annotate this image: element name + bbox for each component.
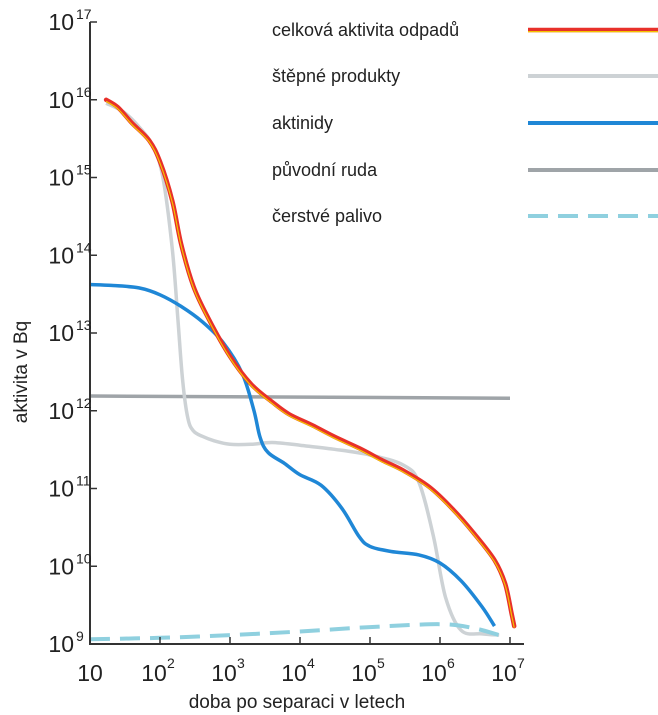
series-line-cerstve-palivo (89, 622, 500, 642)
x-tick-exponent: 6 (447, 655, 455, 671)
legend-item-aktinidy: aktinidy (272, 113, 658, 133)
legend-label: celková aktivita odpadů (272, 20, 459, 40)
legend-label: původní ruda (272, 160, 378, 180)
y-tick-exponent: 14 (76, 239, 92, 255)
y-tick-label: 10 (48, 553, 74, 579)
y-tick-label: 10 (48, 87, 74, 113)
x-tick-label: 10 (351, 660, 377, 686)
series-line-stepne-produkty (105, 101, 500, 637)
legend-label: čerstvé palivo (272, 206, 382, 226)
x-tick-exponent: 3 (237, 655, 245, 671)
legend-label: aktinidy (272, 113, 333, 133)
x-tick-exponent: 2 (167, 655, 175, 671)
legend: celková aktivita odpadů štěpné produkty ak… (272, 20, 658, 226)
y-tick-exponent: 13 (76, 317, 92, 333)
legend-item-puvodni-ruda: původní ruda (272, 160, 658, 180)
y-tick-exponent: 12 (76, 395, 92, 411)
y-tick-label: 10 (48, 398, 74, 424)
series-line-celkova-aktivita-odpadu-highlight (105, 100, 515, 628)
x-tick-group: 10 10 2 10 3 10 4 10 5 10 6 10 7 (77, 637, 525, 686)
x-tick-label: 10 (421, 660, 447, 686)
series-line-puvodni-ruda (89, 394, 511, 400)
legend-item-cerstve-palivo: čerstvé palivo (272, 206, 658, 226)
y-tick-label: 10 (48, 476, 74, 502)
y-axis-title: aktivita v Bq (11, 321, 32, 423)
y-tick-exponent: 11 (76, 473, 91, 489)
x-tick-exponent: 7 (517, 655, 525, 671)
series-group (89, 97, 517, 642)
y-tick-label: 10 (48, 9, 74, 35)
legend-item-stepne-produkty: štěpné produkty (272, 66, 658, 86)
y-tick-label: 10 (48, 242, 74, 268)
x-tick-label: 10 (281, 660, 307, 686)
y-tick-label: 10 (48, 165, 74, 191)
y-tick-exponent: 16 (76, 84, 92, 100)
x-tick-label: 10 (211, 660, 237, 686)
x-axis-title: doba po separaci v letech (189, 692, 406, 713)
series-line-aktinidy (89, 282, 496, 628)
x-tick-label: 10 (491, 660, 517, 686)
x-tick-label: 10 (141, 660, 167, 686)
y-tick-label: 10 (48, 320, 74, 346)
y-tick-label: 10 (48, 631, 74, 657)
y-tick-exponent: 15 (76, 162, 92, 178)
x-tick-exponent: 4 (307, 655, 315, 671)
legend-item-celkova-aktivita-odpadu: celková aktivita odpadů (272, 20, 658, 40)
y-tick-exponent: 17 (76, 6, 92, 22)
x-tick-label: 10 (77, 660, 103, 686)
y-tick-exponent: 10 (76, 550, 92, 566)
x-tick-exponent: 5 (377, 655, 385, 671)
legend-label: štěpné produkty (272, 66, 400, 86)
y-tick-exponent: 9 (76, 628, 84, 644)
